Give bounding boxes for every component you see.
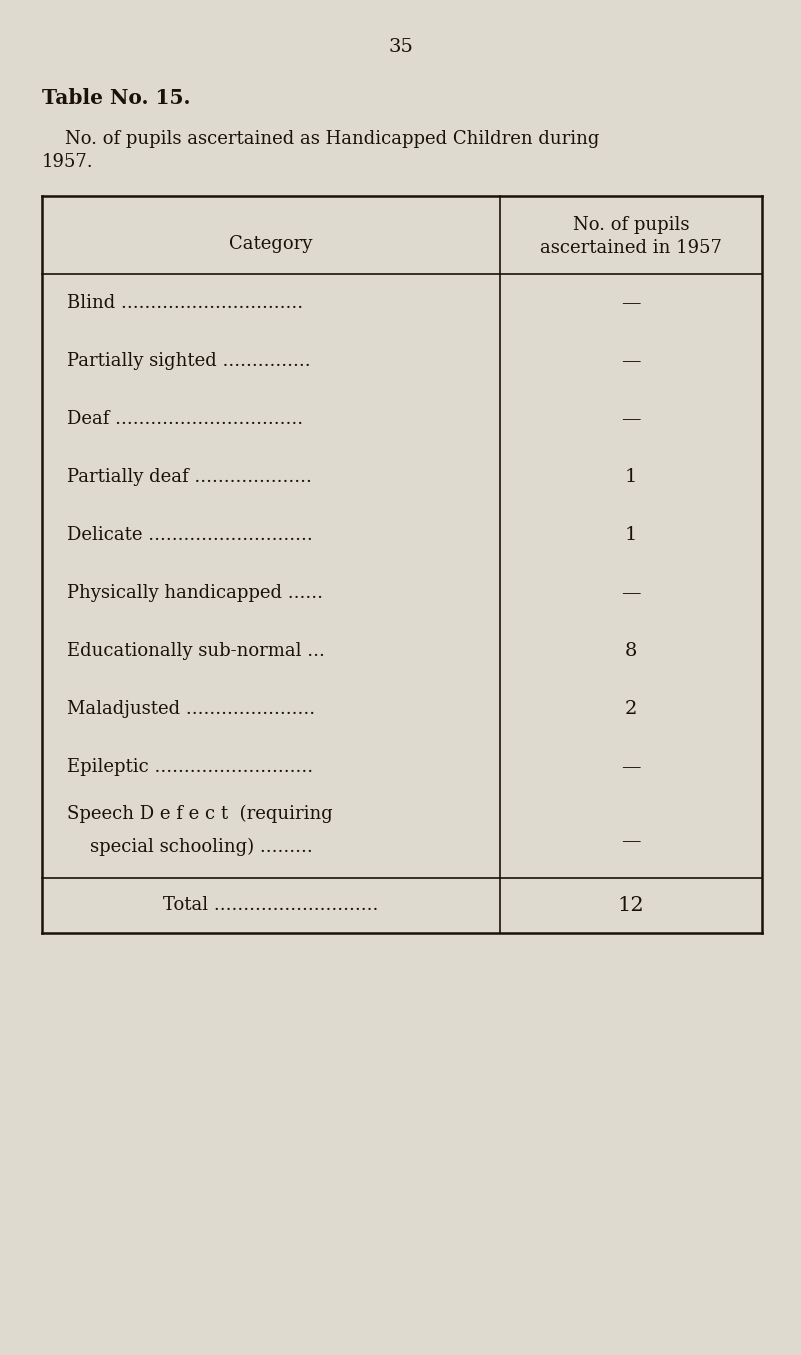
Text: 1: 1 xyxy=(625,467,637,486)
Text: Deaf ................................: Deaf ................................ xyxy=(67,411,303,428)
Text: 1957.: 1957. xyxy=(42,153,94,171)
Text: 8: 8 xyxy=(625,642,637,660)
Text: Epileptic ...........................: Epileptic ........................... xyxy=(67,757,313,776)
Text: Educationally sub-normal ...: Educationally sub-normal ... xyxy=(67,642,325,660)
Text: 12: 12 xyxy=(618,896,644,915)
Text: ascertained in 1957: ascertained in 1957 xyxy=(540,238,722,257)
Text: Category: Category xyxy=(229,236,312,253)
Text: —: — xyxy=(622,352,641,370)
Text: special schooling) .........: special schooling) ......... xyxy=(67,837,312,856)
Text: —: — xyxy=(622,411,641,428)
Text: No. of pupils: No. of pupils xyxy=(573,215,689,234)
Text: Blind ...............................: Blind ............................... xyxy=(67,294,303,312)
Text: Partially deaf ....................: Partially deaf .................... xyxy=(67,467,312,486)
Text: Total ............................: Total ............................ xyxy=(163,897,379,915)
Text: Maladjusted ......................: Maladjusted ...................... xyxy=(67,701,315,718)
Text: Speech D e f e c t  (requiring: Speech D e f e c t (requiring xyxy=(67,805,332,824)
Text: Physically handicapped ......: Physically handicapped ...... xyxy=(67,584,323,602)
Text: —: — xyxy=(622,294,641,312)
Text: —: — xyxy=(622,832,641,850)
Text: Partially sighted ...............: Partially sighted ............... xyxy=(67,352,311,370)
Text: 1: 1 xyxy=(625,526,637,543)
Text: 2: 2 xyxy=(625,701,637,718)
Text: —: — xyxy=(622,757,641,776)
Text: Delicate ............................: Delicate ............................ xyxy=(67,526,312,543)
Text: No. of pupils ascertained as Handicapped Children during: No. of pupils ascertained as Handicapped… xyxy=(42,130,599,148)
Text: —: — xyxy=(622,584,641,602)
Text: Table No. 15.: Table No. 15. xyxy=(42,88,191,108)
Text: 35: 35 xyxy=(388,38,413,56)
